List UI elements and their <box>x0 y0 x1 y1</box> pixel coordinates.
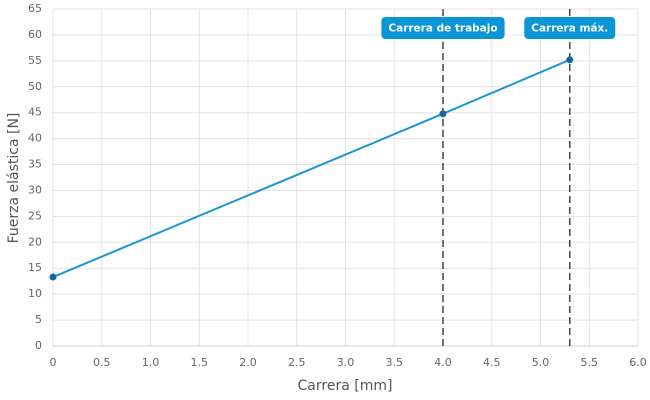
x-axis-label: Carrera [mm] <box>298 378 393 394</box>
x-tick-label: 4.0 <box>434 356 452 369</box>
y-axis-label: Fuerza elástica [N] <box>6 113 22 244</box>
data-point <box>566 56 574 64</box>
annotation-label: Carrera de trabajo <box>388 23 497 35</box>
data-point <box>439 110 447 118</box>
x-tick-label: 0 <box>50 356 57 369</box>
y-tick-label: 0 <box>35 339 42 352</box>
y-tick-label: 25 <box>28 209 42 222</box>
x-tick-label: 5.0 <box>532 356 550 369</box>
x-tick-label: 0.5 <box>93 356 111 369</box>
x-tick-label: 1.0 <box>142 356 160 369</box>
annotation-box <box>524 17 616 39</box>
annotation-box <box>381 17 505 39</box>
annotation-label: Carrera máx. <box>531 23 608 35</box>
y-tick-label: 60 <box>28 28 42 41</box>
x-tick-label: 5.5 <box>581 356 599 369</box>
y-tick-label: 65 <box>28 2 42 15</box>
x-tick-label: 4.5 <box>483 356 501 369</box>
x-tick-label: 2.5 <box>288 356 306 369</box>
y-tick-label: 10 <box>28 287 42 300</box>
y-tick-label: 35 <box>28 158 42 171</box>
y-tick-label: 20 <box>28 235 42 248</box>
y-tick-label: 50 <box>28 80 42 93</box>
y-tick-label: 30 <box>28 183 42 196</box>
x-tick-label: 3.5 <box>386 356 404 369</box>
x-tick-label: 3.0 <box>337 356 355 369</box>
y-tick-label: 5 <box>35 313 42 326</box>
y-tick-label: 15 <box>28 261 42 274</box>
x-tick-label: 6.0 <box>629 356 647 369</box>
x-tick-label: 1.5 <box>191 356 209 369</box>
y-tick-label: 45 <box>28 106 42 119</box>
x-tick-label: 2.0 <box>239 356 257 369</box>
data-point <box>49 273 57 281</box>
y-tick-label: 55 <box>28 54 42 67</box>
y-tick-label: 40 <box>28 132 42 145</box>
